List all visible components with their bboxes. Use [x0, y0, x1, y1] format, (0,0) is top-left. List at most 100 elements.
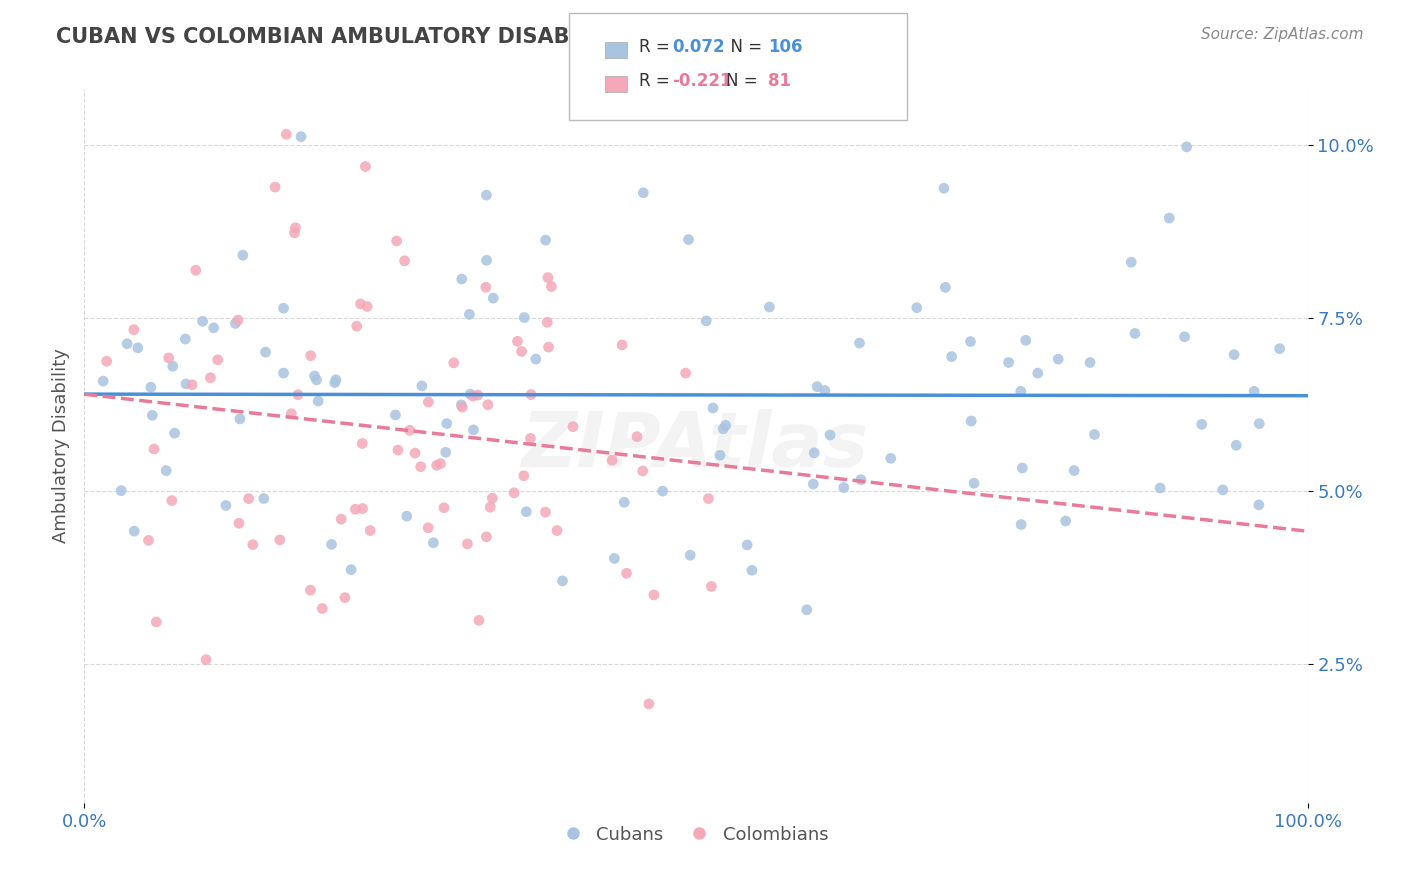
- Point: [110, 483, 132, 498]
- Point: [163, 426, 186, 441]
- Point: [157, 351, 180, 365]
- Point: [477, 398, 499, 412]
- Point: [344, 502, 367, 516]
- Point: [387, 443, 409, 458]
- Point: [122, 524, 145, 538]
- Point: [905, 301, 928, 315]
- Point: [1121, 255, 1143, 269]
- Point: [709, 448, 731, 462]
- Point: [450, 398, 472, 412]
- Point: [700, 580, 723, 594]
- Point: [1191, 417, 1213, 432]
- Point: [160, 493, 183, 508]
- Point: [115, 336, 138, 351]
- Point: [513, 310, 536, 325]
- Point: [443, 356, 465, 370]
- Point: [155, 464, 177, 478]
- Point: [409, 459, 432, 474]
- Point: [959, 334, 981, 349]
- Point: [1026, 366, 1049, 380]
- Point: [422, 536, 444, 550]
- Point: [323, 376, 346, 390]
- Point: [801, 477, 824, 491]
- Point: [551, 574, 574, 588]
- Point: [536, 315, 558, 329]
- Point: [475, 253, 498, 268]
- Point: [463, 423, 485, 437]
- Point: [475, 188, 498, 202]
- Point: [1175, 140, 1198, 154]
- Point: [475, 280, 498, 294]
- Point: [806, 379, 828, 393]
- Point: [299, 349, 322, 363]
- Point: [1078, 355, 1101, 369]
- Point: [510, 344, 533, 359]
- Point: [818, 428, 841, 442]
- Point: [520, 387, 543, 401]
- Point: [433, 500, 456, 515]
- Point: [224, 317, 246, 331]
- Point: [191, 314, 214, 328]
- Legend: Cubans, Colombians: Cubans, Colombians: [557, 818, 835, 851]
- Point: [475, 530, 498, 544]
- Point: [1247, 498, 1270, 512]
- Point: [1173, 330, 1195, 344]
- Point: [1225, 438, 1247, 452]
- Point: [254, 345, 277, 359]
- Point: [1054, 514, 1077, 528]
- Point: [184, 263, 207, 277]
- Point: [513, 468, 536, 483]
- Point: [299, 583, 322, 598]
- Point: [741, 563, 763, 577]
- Point: [436, 417, 458, 431]
- Point: [1063, 464, 1085, 478]
- Point: [1047, 352, 1070, 367]
- Point: [340, 563, 363, 577]
- Point: [226, 313, 249, 327]
- Text: -0.221: -0.221: [672, 71, 733, 89]
- Point: [1268, 342, 1291, 356]
- Point: [139, 380, 162, 394]
- Point: [418, 395, 440, 409]
- Point: [290, 129, 312, 144]
- Point: [429, 457, 451, 471]
- Point: [276, 128, 298, 142]
- Point: [598, 95, 620, 109]
- Point: [714, 418, 737, 433]
- Point: [200, 370, 222, 384]
- Point: [1010, 384, 1032, 399]
- Point: [305, 373, 328, 387]
- Point: [141, 409, 163, 423]
- Point: [202, 321, 225, 335]
- Point: [678, 233, 700, 247]
- Point: [461, 389, 484, 403]
- Point: [638, 697, 661, 711]
- Point: [269, 533, 291, 547]
- Point: [467, 388, 489, 402]
- Point: [333, 591, 356, 605]
- Point: [537, 270, 560, 285]
- Text: N =: N =: [725, 71, 762, 89]
- Point: [181, 377, 204, 392]
- Point: [384, 408, 406, 422]
- Text: N =: N =: [720, 37, 768, 55]
- Point: [1083, 427, 1105, 442]
- Point: [796, 603, 818, 617]
- Point: [600, 453, 623, 467]
- Point: [207, 352, 229, 367]
- Point: [238, 491, 260, 506]
- Point: [346, 319, 368, 334]
- Point: [280, 407, 302, 421]
- Point: [354, 160, 377, 174]
- Point: [143, 442, 166, 456]
- Point: [304, 368, 326, 383]
- Text: ZIPAtlas: ZIPAtlas: [522, 409, 870, 483]
- Point: [679, 548, 702, 562]
- Point: [96, 354, 118, 368]
- Point: [468, 613, 491, 627]
- Point: [307, 394, 329, 409]
- Point: [610, 338, 633, 352]
- Point: [697, 491, 720, 506]
- Point: [426, 458, 449, 473]
- Point: [534, 233, 557, 247]
